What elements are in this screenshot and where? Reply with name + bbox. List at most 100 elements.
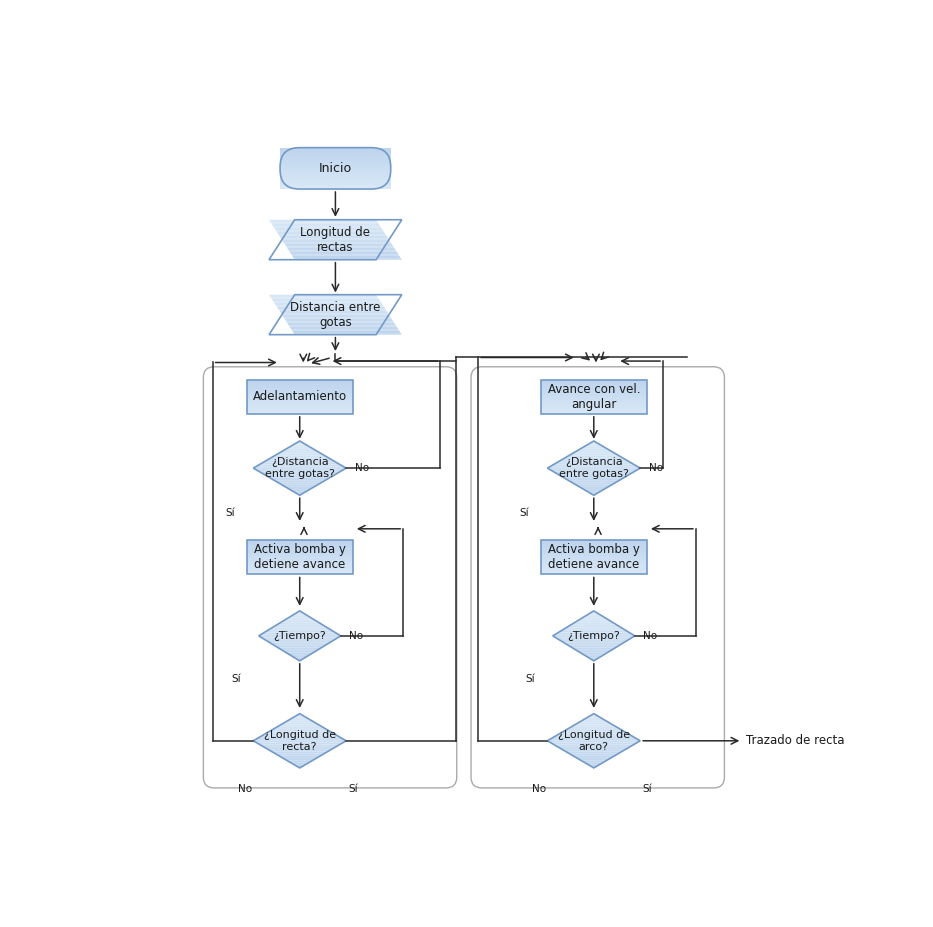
Bar: [541, 543, 647, 545]
Bar: [247, 396, 353, 397]
Polygon shape: [569, 754, 619, 756]
Bar: [541, 541, 647, 542]
Bar: [247, 381, 353, 382]
Polygon shape: [288, 250, 397, 252]
Polygon shape: [291, 656, 308, 657]
Polygon shape: [292, 331, 400, 332]
Polygon shape: [580, 617, 607, 619]
Polygon shape: [294, 491, 306, 493]
Bar: [280, 177, 391, 178]
Bar: [247, 545, 353, 546]
Polygon shape: [287, 447, 312, 449]
Polygon shape: [276, 231, 383, 232]
Polygon shape: [278, 310, 386, 311]
Bar: [247, 401, 353, 402]
Polygon shape: [259, 744, 340, 746]
Bar: [541, 557, 647, 558]
Polygon shape: [572, 623, 616, 624]
Bar: [541, 408, 647, 410]
Polygon shape: [560, 476, 628, 477]
Bar: [247, 400, 353, 401]
Bar: [280, 181, 391, 182]
Polygon shape: [284, 619, 316, 621]
Polygon shape: [269, 295, 377, 296]
Bar: [280, 155, 391, 156]
Bar: [247, 554, 353, 555]
Polygon shape: [277, 307, 384, 308]
Polygon shape: [270, 628, 329, 629]
Polygon shape: [285, 449, 315, 450]
Bar: [247, 548, 353, 550]
Bar: [247, 573, 353, 575]
Text: Adelantamiento: Adelantamiento: [253, 390, 347, 403]
Polygon shape: [271, 222, 379, 223]
Polygon shape: [278, 233, 385, 235]
Polygon shape: [563, 730, 625, 731]
Polygon shape: [591, 441, 597, 443]
Polygon shape: [297, 659, 302, 661]
Bar: [247, 388, 353, 390]
Polygon shape: [584, 763, 603, 764]
Polygon shape: [286, 653, 313, 654]
Bar: [247, 393, 353, 395]
Polygon shape: [267, 641, 332, 642]
Bar: [247, 547, 353, 548]
Bar: [280, 187, 391, 189]
Bar: [247, 383, 353, 384]
Text: Longitud de
rectas: Longitud de rectas: [300, 225, 370, 254]
Bar: [541, 401, 647, 402]
Polygon shape: [254, 739, 346, 741]
Bar: [541, 400, 647, 401]
Polygon shape: [266, 459, 334, 461]
Polygon shape: [569, 453, 619, 455]
Polygon shape: [289, 654, 311, 656]
Bar: [247, 384, 353, 386]
Bar: [280, 169, 391, 170]
Polygon shape: [286, 617, 313, 619]
Bar: [541, 387, 647, 388]
Polygon shape: [578, 759, 609, 761]
Polygon shape: [294, 443, 306, 445]
Bar: [280, 149, 391, 150]
Bar: [280, 172, 391, 174]
Text: Activa bomba y
detiene avance: Activa bomba y detiene avance: [548, 543, 640, 571]
Polygon shape: [548, 468, 640, 470]
Bar: [541, 395, 647, 396]
Bar: [541, 548, 647, 550]
Polygon shape: [591, 714, 597, 716]
Polygon shape: [254, 741, 346, 743]
Polygon shape: [287, 323, 395, 324]
Bar: [247, 563, 353, 565]
Polygon shape: [275, 229, 383, 231]
Text: No: No: [648, 464, 662, 473]
Polygon shape: [297, 766, 303, 768]
Polygon shape: [566, 479, 621, 481]
Polygon shape: [282, 314, 390, 316]
Text: ¿Tiempo?: ¿Tiempo?: [567, 631, 620, 641]
Bar: [541, 405, 647, 406]
Bar: [541, 566, 647, 567]
Bar: [541, 558, 647, 560]
Polygon shape: [566, 644, 621, 646]
Bar: [247, 562, 353, 563]
Bar: [247, 407, 353, 408]
Bar: [280, 164, 391, 166]
Polygon shape: [584, 717, 603, 719]
Polygon shape: [272, 479, 327, 481]
Polygon shape: [293, 257, 401, 259]
Polygon shape: [591, 493, 597, 495]
Polygon shape: [584, 445, 603, 447]
Polygon shape: [264, 640, 335, 641]
Polygon shape: [289, 252, 397, 253]
Text: Activa bomba y
detiene avance: Activa bomba y detiene avance: [254, 543, 345, 571]
Text: Sí: Sí: [348, 783, 358, 794]
Bar: [247, 392, 353, 393]
Polygon shape: [558, 640, 630, 641]
Text: No: No: [355, 464, 369, 473]
Bar: [247, 398, 353, 399]
Text: Sí: Sí: [525, 674, 535, 684]
Polygon shape: [273, 226, 382, 228]
Text: ¿Longitud de
arco?: ¿Longitud de arco?: [558, 730, 630, 752]
Bar: [247, 411, 353, 412]
Polygon shape: [287, 488, 312, 489]
